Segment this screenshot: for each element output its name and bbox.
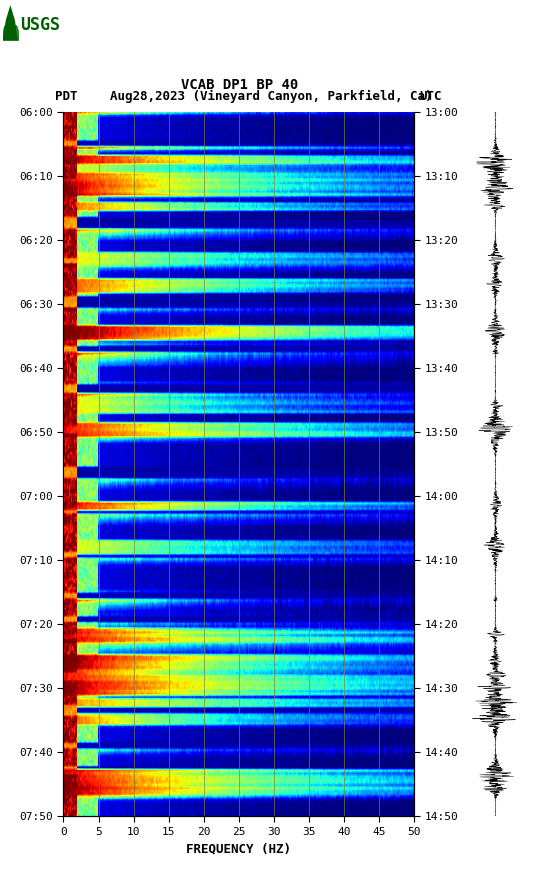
Polygon shape bbox=[3, 5, 18, 40]
X-axis label: FREQUENCY (HZ): FREQUENCY (HZ) bbox=[186, 842, 291, 855]
Text: Aug28,2023 (Vineyard Canyon, Parkfield, Ca): Aug28,2023 (Vineyard Canyon, Parkfield, … bbox=[110, 90, 433, 103]
Text: VCAB DP1 BP 40: VCAB DP1 BP 40 bbox=[182, 78, 299, 92]
Text: USGS: USGS bbox=[20, 16, 60, 34]
Text: UTC: UTC bbox=[420, 90, 442, 103]
Text: PDT: PDT bbox=[55, 90, 78, 103]
